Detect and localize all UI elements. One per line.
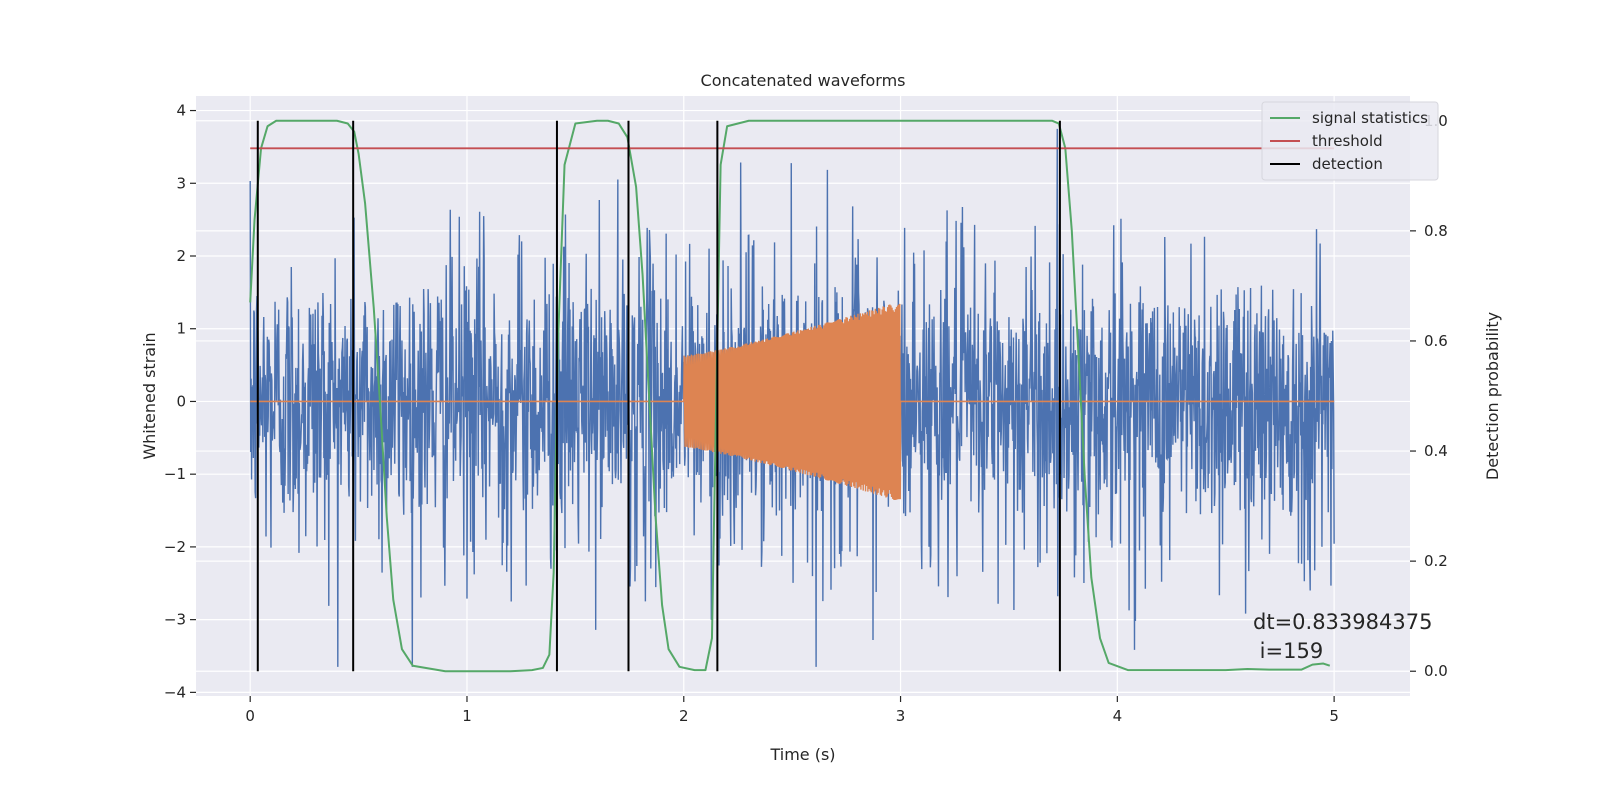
legend: signal statistics threshold detection [1261, 101, 1439, 181]
annotation-index: i=159 [1253, 639, 1323, 663]
legend-box [1261, 101, 1439, 181]
annotation-dt: dt=0.833984375 [1253, 610, 1432, 634]
y-tick-label-left: 4 [176, 102, 186, 120]
y-axis-label-left: Whitened strain [140, 332, 159, 459]
x-tick-label: 4 [1113, 707, 1123, 725]
y-tick-label-left: 1 [176, 320, 186, 338]
y-axis-label-right: Detection probability [1483, 312, 1502, 480]
y-tick-label-right: 0.4 [1424, 442, 1448, 460]
signal-statistics-line [249, 119, 1331, 673]
y-tick-label-left: −1 [164, 465, 186, 483]
y-tick-label-right: 0.0 [1424, 662, 1448, 680]
y-tick-label-left: 0 [176, 392, 186, 410]
detection-lines [256, 120, 1061, 672]
legend-label-detection: detection [1312, 155, 1383, 173]
x-axis-label: Time (s) [769, 745, 835, 764]
y-tick-label-left: 3 [176, 174, 186, 192]
legend-label-signal-statistics: signal statistics [1312, 109, 1428, 127]
injection-series [250, 303, 1335, 500]
annotation: dt=0.833984375 i=159 [1253, 610, 1432, 663]
x-tick-label: 2 [679, 707, 689, 725]
signal-statistics-series [249, 119, 1331, 673]
x-tick-label: 5 [1329, 707, 1339, 725]
chart-title: Concatenated waveforms [701, 71, 906, 90]
y-tick-label-left: 2 [176, 247, 186, 265]
y-tick-label-right: 0.6 [1424, 332, 1448, 350]
y-tick-label-left: −4 [164, 683, 186, 701]
y-tick-label-right: 0.8 [1424, 222, 1448, 240]
y-tick-label-right: 0.2 [1424, 552, 1448, 570]
x-tick-label: 3 [896, 707, 906, 725]
injection-chirp [683, 303, 902, 500]
y-tick-label-left: −2 [164, 538, 186, 556]
legend-label-threshold: threshold [1312, 132, 1383, 150]
x-tick-label: 1 [462, 707, 472, 725]
x-tick-label: 0 [245, 707, 255, 725]
y-tick-label-left: −3 [164, 611, 186, 629]
